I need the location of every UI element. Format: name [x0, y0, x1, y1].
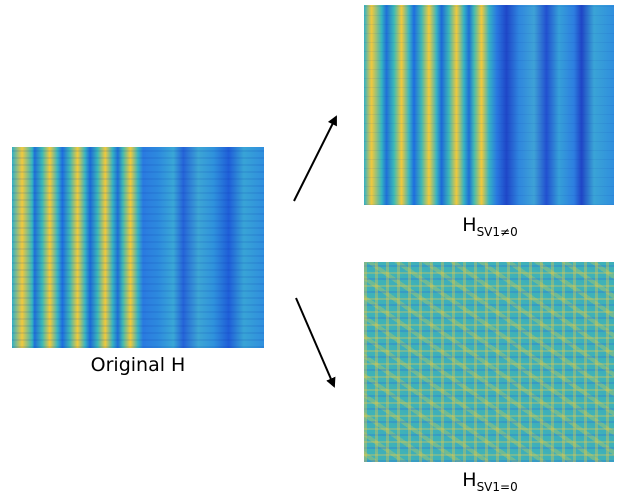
arrow-down: [296, 298, 334, 386]
arrow-up: [294, 117, 336, 201]
arrows: [0, 0, 628, 498]
page: Original H HSV1≠0 HSV1=0 (() => { const …: [0, 0, 628, 498]
